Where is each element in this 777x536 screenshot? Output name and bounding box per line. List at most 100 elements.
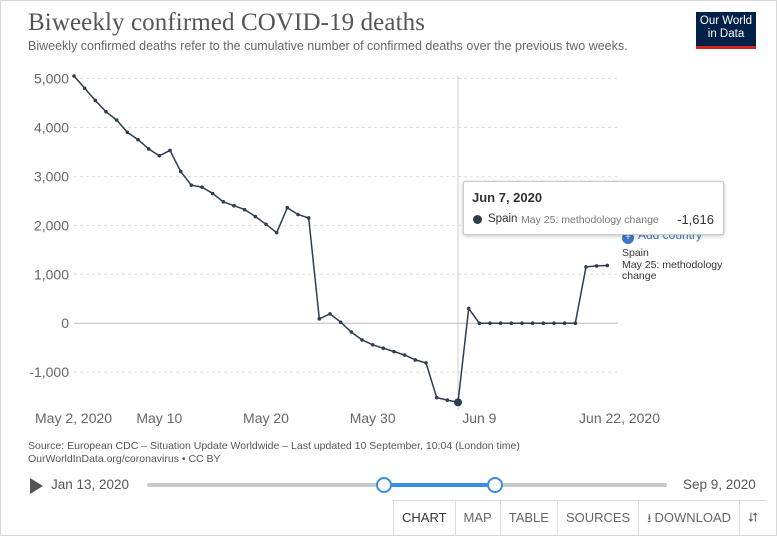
data-points bbox=[72, 74, 610, 407]
data-point bbox=[349, 330, 354, 334]
data-point bbox=[381, 346, 386, 350]
data-point bbox=[168, 148, 172, 153]
timeline-start-label: Jan 13, 2020 bbox=[51, 477, 130, 492]
data-point bbox=[125, 130, 130, 135]
tab-download-label: DOWNLOAD bbox=[654, 510, 731, 525]
y-tick-label: 3,000 bbox=[34, 168, 69, 184]
tab-chart[interactable]: CHART bbox=[393, 501, 455, 535]
data-point bbox=[520, 321, 524, 326]
tab-download[interactable]: ⭳ DOWNLOAD bbox=[638, 501, 739, 535]
data-point bbox=[72, 74, 76, 78]
data-point bbox=[157, 153, 162, 158]
data-point bbox=[189, 183, 194, 187]
timeline-end-handle[interactable] bbox=[487, 477, 504, 493]
data-point bbox=[104, 109, 108, 114]
series-end-note-2: change bbox=[622, 270, 657, 282]
series-end-label[interactable]: Spain May 25: methodology change bbox=[622, 247, 723, 283]
logo-line1: Our World bbox=[699, 15, 753, 27]
timeline-end-label: Sep 9, 2020 bbox=[683, 477, 756, 492]
source-line-1: Source: European CDC – Situation Update … bbox=[28, 440, 520, 452]
data-point bbox=[488, 321, 492, 326]
share-icon: ⮃ bbox=[748, 510, 759, 525]
y-tick-label: -1,000 bbox=[29, 364, 69, 380]
data-point bbox=[541, 321, 546, 326]
x-tick-label: May 20 bbox=[243, 410, 289, 426]
y-tick-label: 0 bbox=[61, 315, 69, 331]
play-icon[interactable] bbox=[30, 478, 43, 494]
timeline-selected-range bbox=[384, 483, 496, 487]
tab-sources[interactable]: SOURCES bbox=[556, 501, 638, 535]
source-note: Source: European CDC – Situation Update … bbox=[28, 440, 520, 465]
tooltip-date: Jun 7, 2020 bbox=[472, 190, 543, 205]
data-point bbox=[509, 321, 514, 326]
line-chart: 5,000 4,000 3,000 2,000 1,000 0 -1,000 May 2, … bbox=[29, 70, 660, 426]
x-tick-label: Jun 22, 2020 bbox=[579, 410, 660, 426]
data-point bbox=[370, 342, 375, 347]
tooltip-series-dot bbox=[473, 215, 482, 224]
data-point bbox=[584, 265, 588, 269]
data-point bbox=[338, 320, 343, 325]
chart-subtitle: Biweekly confirmed deaths refer to the c… bbox=[28, 39, 628, 53]
data-point bbox=[413, 358, 418, 362]
data-point bbox=[466, 306, 471, 311]
data-point bbox=[200, 185, 204, 189]
tab-map[interactable]: MAP bbox=[454, 501, 500, 535]
data-point bbox=[136, 137, 140, 142]
plus-circle-icon: + bbox=[622, 232, 634, 244]
data-point bbox=[360, 338, 364, 342]
download-icon: ⭳ bbox=[647, 511, 652, 525]
chart-tabs: CHART MAP TABLE SOURCES ⭳ DOWNLOAD ⮃ bbox=[393, 500, 767, 536]
data-point bbox=[573, 321, 578, 326]
data-point bbox=[296, 212, 300, 217]
y-tick-label: 2,000 bbox=[34, 217, 69, 233]
series-end-name: Spain bbox=[622, 247, 649, 259]
tooltip: Jun 7, 2020 Spain May 25: methodology ch… bbox=[463, 181, 724, 235]
chart-title: Biweekly confirmed COVID-19 deaths bbox=[28, 9, 426, 36]
timeline-track[interactable] bbox=[147, 477, 667, 493]
series-end-note-1: May 25: methodology bbox=[622, 258, 723, 271]
data-point bbox=[306, 216, 311, 220]
data-point bbox=[178, 169, 183, 174]
data-point bbox=[594, 264, 599, 268]
data-point bbox=[93, 98, 98, 103]
x-tick-label: May 2, 2020 bbox=[35, 410, 112, 426]
data-point bbox=[221, 200, 226, 204]
tab-table[interactable]: TABLE bbox=[499, 501, 557, 535]
logo-line2: in Data bbox=[707, 27, 745, 40]
data-point bbox=[146, 147, 151, 151]
data-point bbox=[82, 86, 87, 91]
data-point bbox=[562, 321, 567, 326]
data-point bbox=[445, 398, 450, 402]
data-point bbox=[402, 353, 407, 357]
data-point bbox=[530, 321, 535, 326]
share-button[interactable]: ⮃ bbox=[739, 501, 766, 535]
x-tick-label: Jun 9 bbox=[462, 410, 496, 426]
data-point bbox=[253, 214, 258, 219]
data-point bbox=[424, 361, 428, 365]
tooltip-value: -1,616 bbox=[677, 212, 714, 227]
y-tick-label: 4,000 bbox=[34, 119, 69, 135]
data-point bbox=[552, 321, 556, 326]
highlight-point bbox=[454, 398, 462, 407]
timeline: Jan 13, 2020 Sep 9, 2020 bbox=[0, 470, 777, 500]
y-axis-ticks: 5,000 4,000 3,000 2,000 1,000 0 -1,000 bbox=[29, 70, 69, 380]
data-point bbox=[605, 263, 610, 268]
grid-lines bbox=[74, 77, 618, 373]
data-point bbox=[285, 205, 290, 210]
timeline-start-handle[interactable] bbox=[376, 477, 393, 493]
tooltip-series-name: Spain bbox=[488, 213, 518, 225]
data-point bbox=[242, 207, 247, 212]
data-point bbox=[498, 321, 503, 326]
x-tick-label: May 10 bbox=[136, 410, 182, 426]
data-point bbox=[210, 191, 215, 196]
tooltip-series-note: May 25: methodology change bbox=[521, 214, 659, 226]
y-tick-label: 1,000 bbox=[34, 266, 69, 282]
source-line-2[interactable]: OurWorldInData.org/coronavirus • CC BY bbox=[28, 452, 221, 465]
data-point bbox=[477, 321, 482, 326]
data-point bbox=[232, 203, 236, 208]
owid-logo[interactable]: Our World in Data bbox=[696, 12, 756, 49]
data-point bbox=[317, 317, 322, 321]
data-point bbox=[328, 312, 332, 316]
data-point bbox=[392, 349, 396, 354]
x-tick-label: May 30 bbox=[350, 410, 396, 426]
